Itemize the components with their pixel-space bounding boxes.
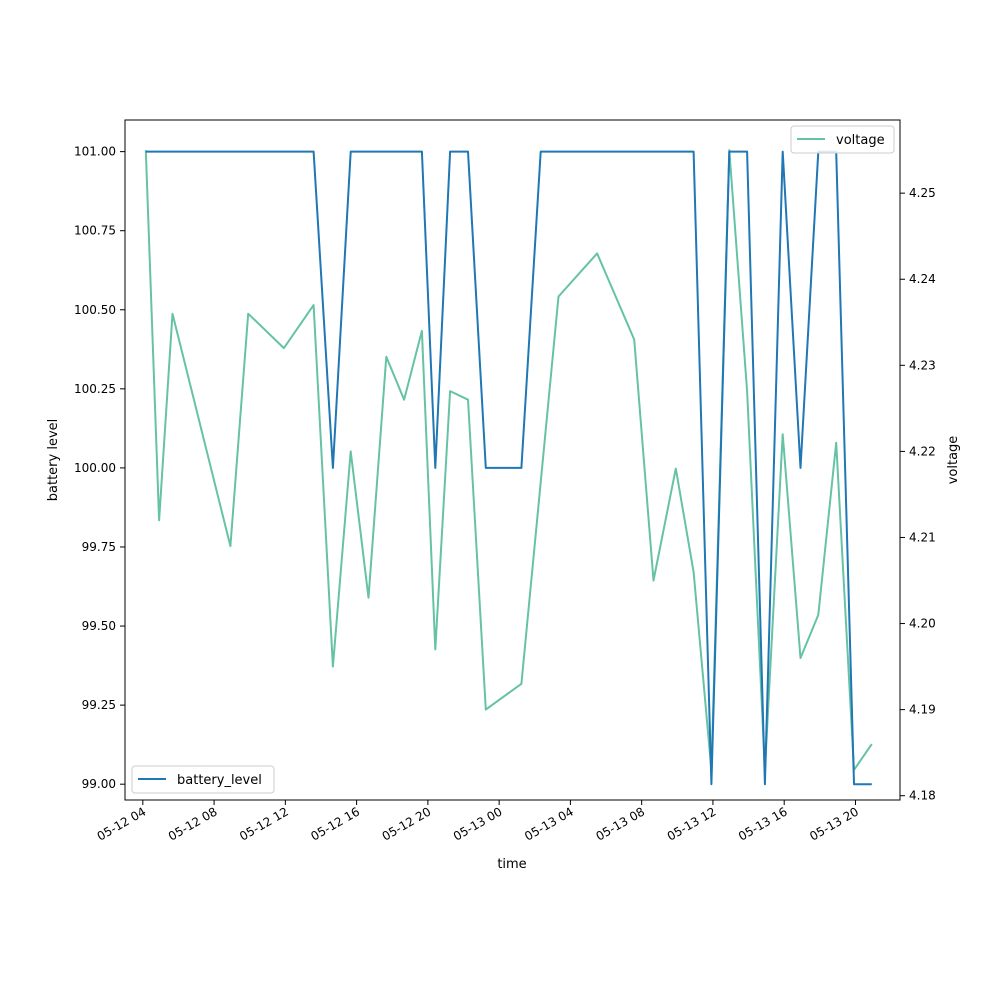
right-y-tick-label: 4.23 [909, 358, 936, 372]
legend-voltage: voltage [790, 125, 895, 154]
left-y-tick-label: 101.00 [74, 145, 116, 159]
left-y-axis-ticks: 99.00 99.25 99.50 99.75 100.00 100.25 100.50 10… [74, 145, 125, 791]
left-y-tick-label: 99.50 [82, 619, 116, 633]
right-y-tick-label: 4.24 [909, 272, 936, 286]
legend-box [790, 125, 895, 154]
right-y-tick-label: 4.25 [909, 186, 936, 200]
left-y-tick-label: 100.75 [74, 224, 116, 238]
right-y-tick-label: 4.21 [909, 530, 936, 544]
left-y-tick-label: 100.25 [74, 382, 116, 396]
legend-label-voltage: voltage [836, 133, 885, 148]
plot-area-frame [124, 119, 901, 801]
legend-box [131, 765, 275, 794]
legend-battery-level: battery_level [131, 765, 275, 794]
right-y-tick-label: 4.20 [909, 617, 936, 631]
right-y-tick-label: 4.22 [909, 444, 936, 458]
x-axis-title: time [497, 857, 526, 872]
series-layer [144, 149, 873, 786]
left-y-tick-label: 100.50 [74, 303, 116, 317]
left-y-axis-title: battery level [46, 419, 61, 502]
series-line-voltage [144, 149, 873, 771]
series-line-battery-level [145, 150, 872, 786]
right-y-axis-ticks: 4.18 4.19 4.20 4.21 4.22 4.23 4.24 4.25 [900, 186, 936, 803]
legend-label-battery-level: battery_level [177, 773, 262, 788]
right-y-tick-label: 4.18 [909, 789, 936, 803]
left-y-tick-label: 99.25 [82, 698, 116, 712]
left-y-tick-label: 99.00 [82, 777, 116, 791]
left-y-tick-label: 99.75 [82, 540, 116, 554]
left-y-tick-label: 100.00 [74, 461, 116, 475]
right-y-tick-label: 4.19 [909, 703, 936, 717]
right-y-axis-title: voltage [946, 436, 961, 485]
